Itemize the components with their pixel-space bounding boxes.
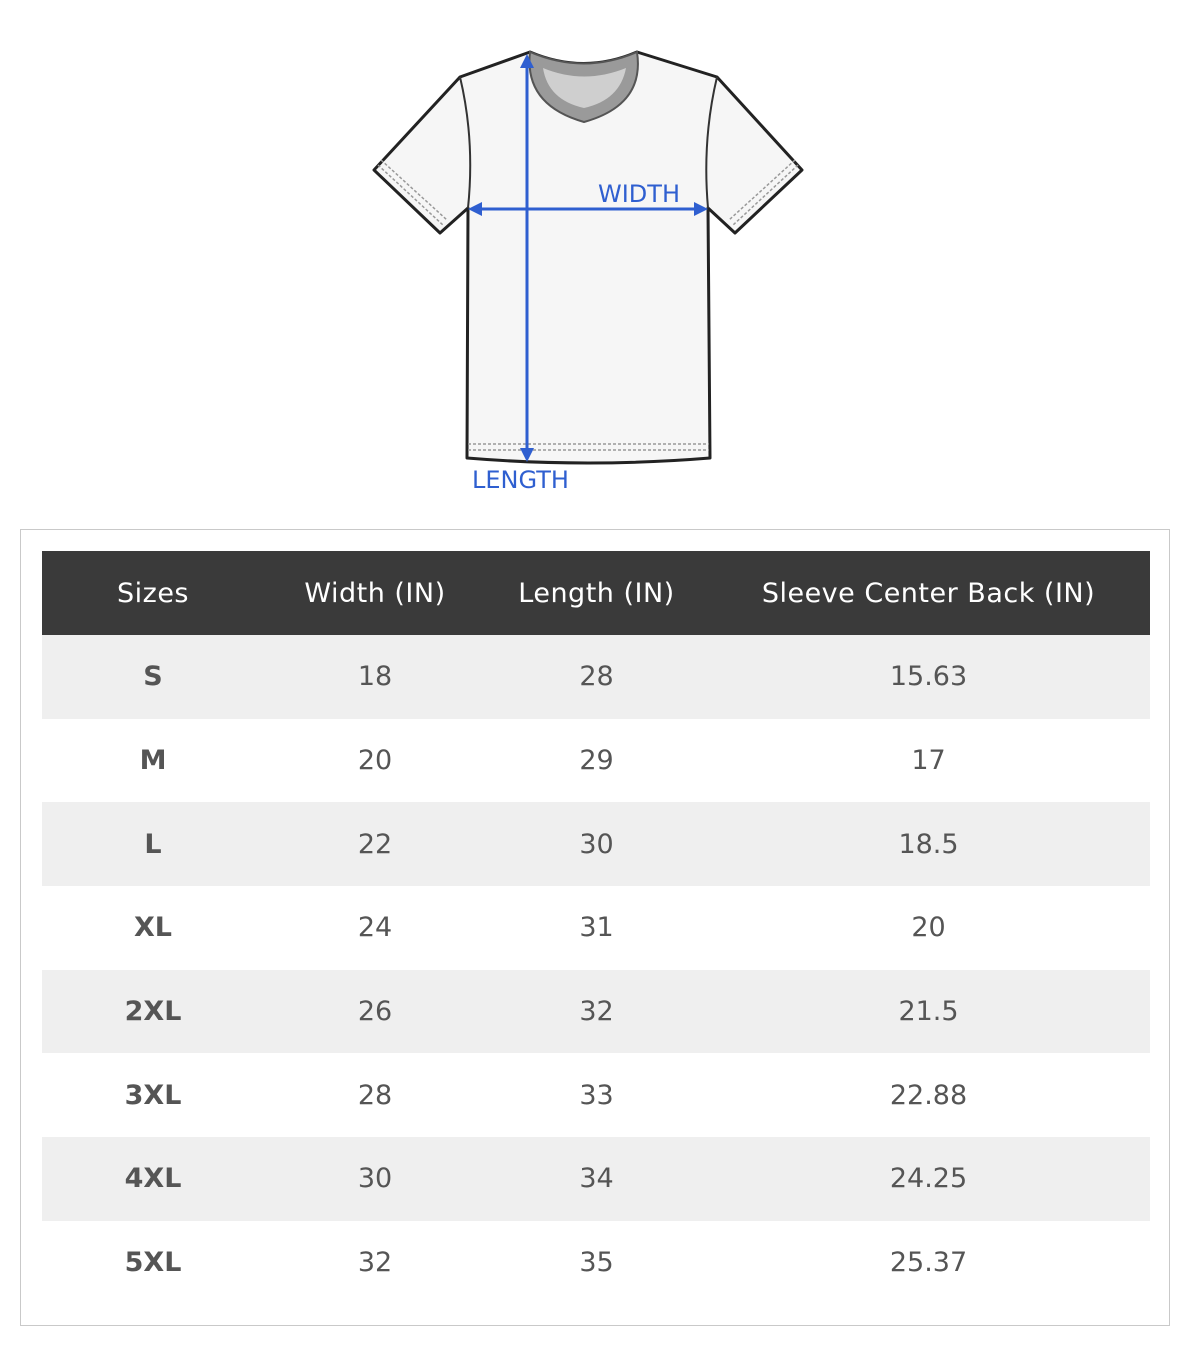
cell-sleeve: 24.25 bbox=[707, 1137, 1150, 1221]
cell-size: 5XL bbox=[42, 1220, 264, 1305]
cell-width: 18 bbox=[264, 635, 486, 719]
cell-size: XL bbox=[42, 886, 264, 970]
cell-size: M bbox=[42, 718, 264, 803]
cell-length: 35 bbox=[486, 1220, 707, 1305]
width-label: WIDTH bbox=[598, 180, 680, 208]
length-arrow bbox=[520, 54, 534, 462]
cell-length: 34 bbox=[486, 1137, 707, 1221]
width-arrow bbox=[468, 202, 708, 216]
cell-size: S bbox=[42, 635, 264, 719]
header-sleeve: Sleeve Center Back (IN) bbox=[707, 551, 1150, 635]
cell-width: 22 bbox=[264, 802, 486, 887]
cell-sleeve: 20 bbox=[707, 886, 1150, 970]
cell-sleeve: 15.63 bbox=[707, 635, 1150, 719]
size-table: Sizes Width (IN) Length (IN) Sleeve Cent… bbox=[42, 551, 1150, 1305]
cell-size: L bbox=[42, 802, 264, 887]
cell-length: 28 bbox=[486, 635, 707, 719]
table-row: 5XL 32 35 25.37 bbox=[42, 1220, 1150, 1305]
cell-length: 30 bbox=[486, 802, 707, 887]
table-row: M 20 29 17 bbox=[42, 718, 1150, 803]
cell-sleeve: 22.88 bbox=[707, 1053, 1150, 1138]
cell-length: 31 bbox=[486, 886, 707, 970]
size-chart: Sizes Width (IN) Length (IN) Sleeve Cent… bbox=[20, 529, 1170, 1326]
table-row: L 22 30 18.5 bbox=[42, 802, 1150, 887]
cell-width: 26 bbox=[264, 969, 486, 1054]
cell-width: 28 bbox=[264, 1053, 486, 1138]
cell-size: 2XL bbox=[42, 969, 264, 1054]
cell-width: 30 bbox=[264, 1137, 486, 1221]
cell-length: 29 bbox=[486, 718, 707, 803]
cell-width: 32 bbox=[264, 1220, 486, 1305]
cell-length: 33 bbox=[486, 1053, 707, 1138]
header-width: Width (IN) bbox=[264, 551, 486, 635]
table-row: 2XL 26 32 21.5 bbox=[42, 969, 1150, 1054]
cell-width: 24 bbox=[264, 886, 486, 970]
cell-sleeve: 21.5 bbox=[707, 969, 1150, 1054]
cell-size: 3XL bbox=[42, 1053, 264, 1138]
table-row: XL 24 31 20 bbox=[42, 886, 1150, 970]
length-label: LENGTH bbox=[472, 466, 569, 494]
cell-sleeve: 18.5 bbox=[707, 802, 1150, 887]
tshirt-diagram: WIDTH LENGTH bbox=[372, 50, 804, 494]
cell-length: 32 bbox=[486, 969, 707, 1054]
table-row: 3XL 28 33 22.88 bbox=[42, 1053, 1150, 1138]
table-row: 4XL 30 34 24.25 bbox=[42, 1137, 1150, 1221]
header-length: Length (IN) bbox=[486, 551, 707, 635]
header-sizes: Sizes bbox=[42, 551, 264, 635]
cell-size: 4XL bbox=[42, 1137, 264, 1221]
cell-sleeve: 17 bbox=[707, 718, 1150, 803]
cell-sleeve: 25.37 bbox=[707, 1220, 1150, 1305]
table-header: Sizes Width (IN) Length (IN) Sleeve Cent… bbox=[42, 551, 1150, 635]
cell-width: 20 bbox=[264, 718, 486, 803]
table-row: S 18 28 15.63 bbox=[42, 635, 1150, 719]
